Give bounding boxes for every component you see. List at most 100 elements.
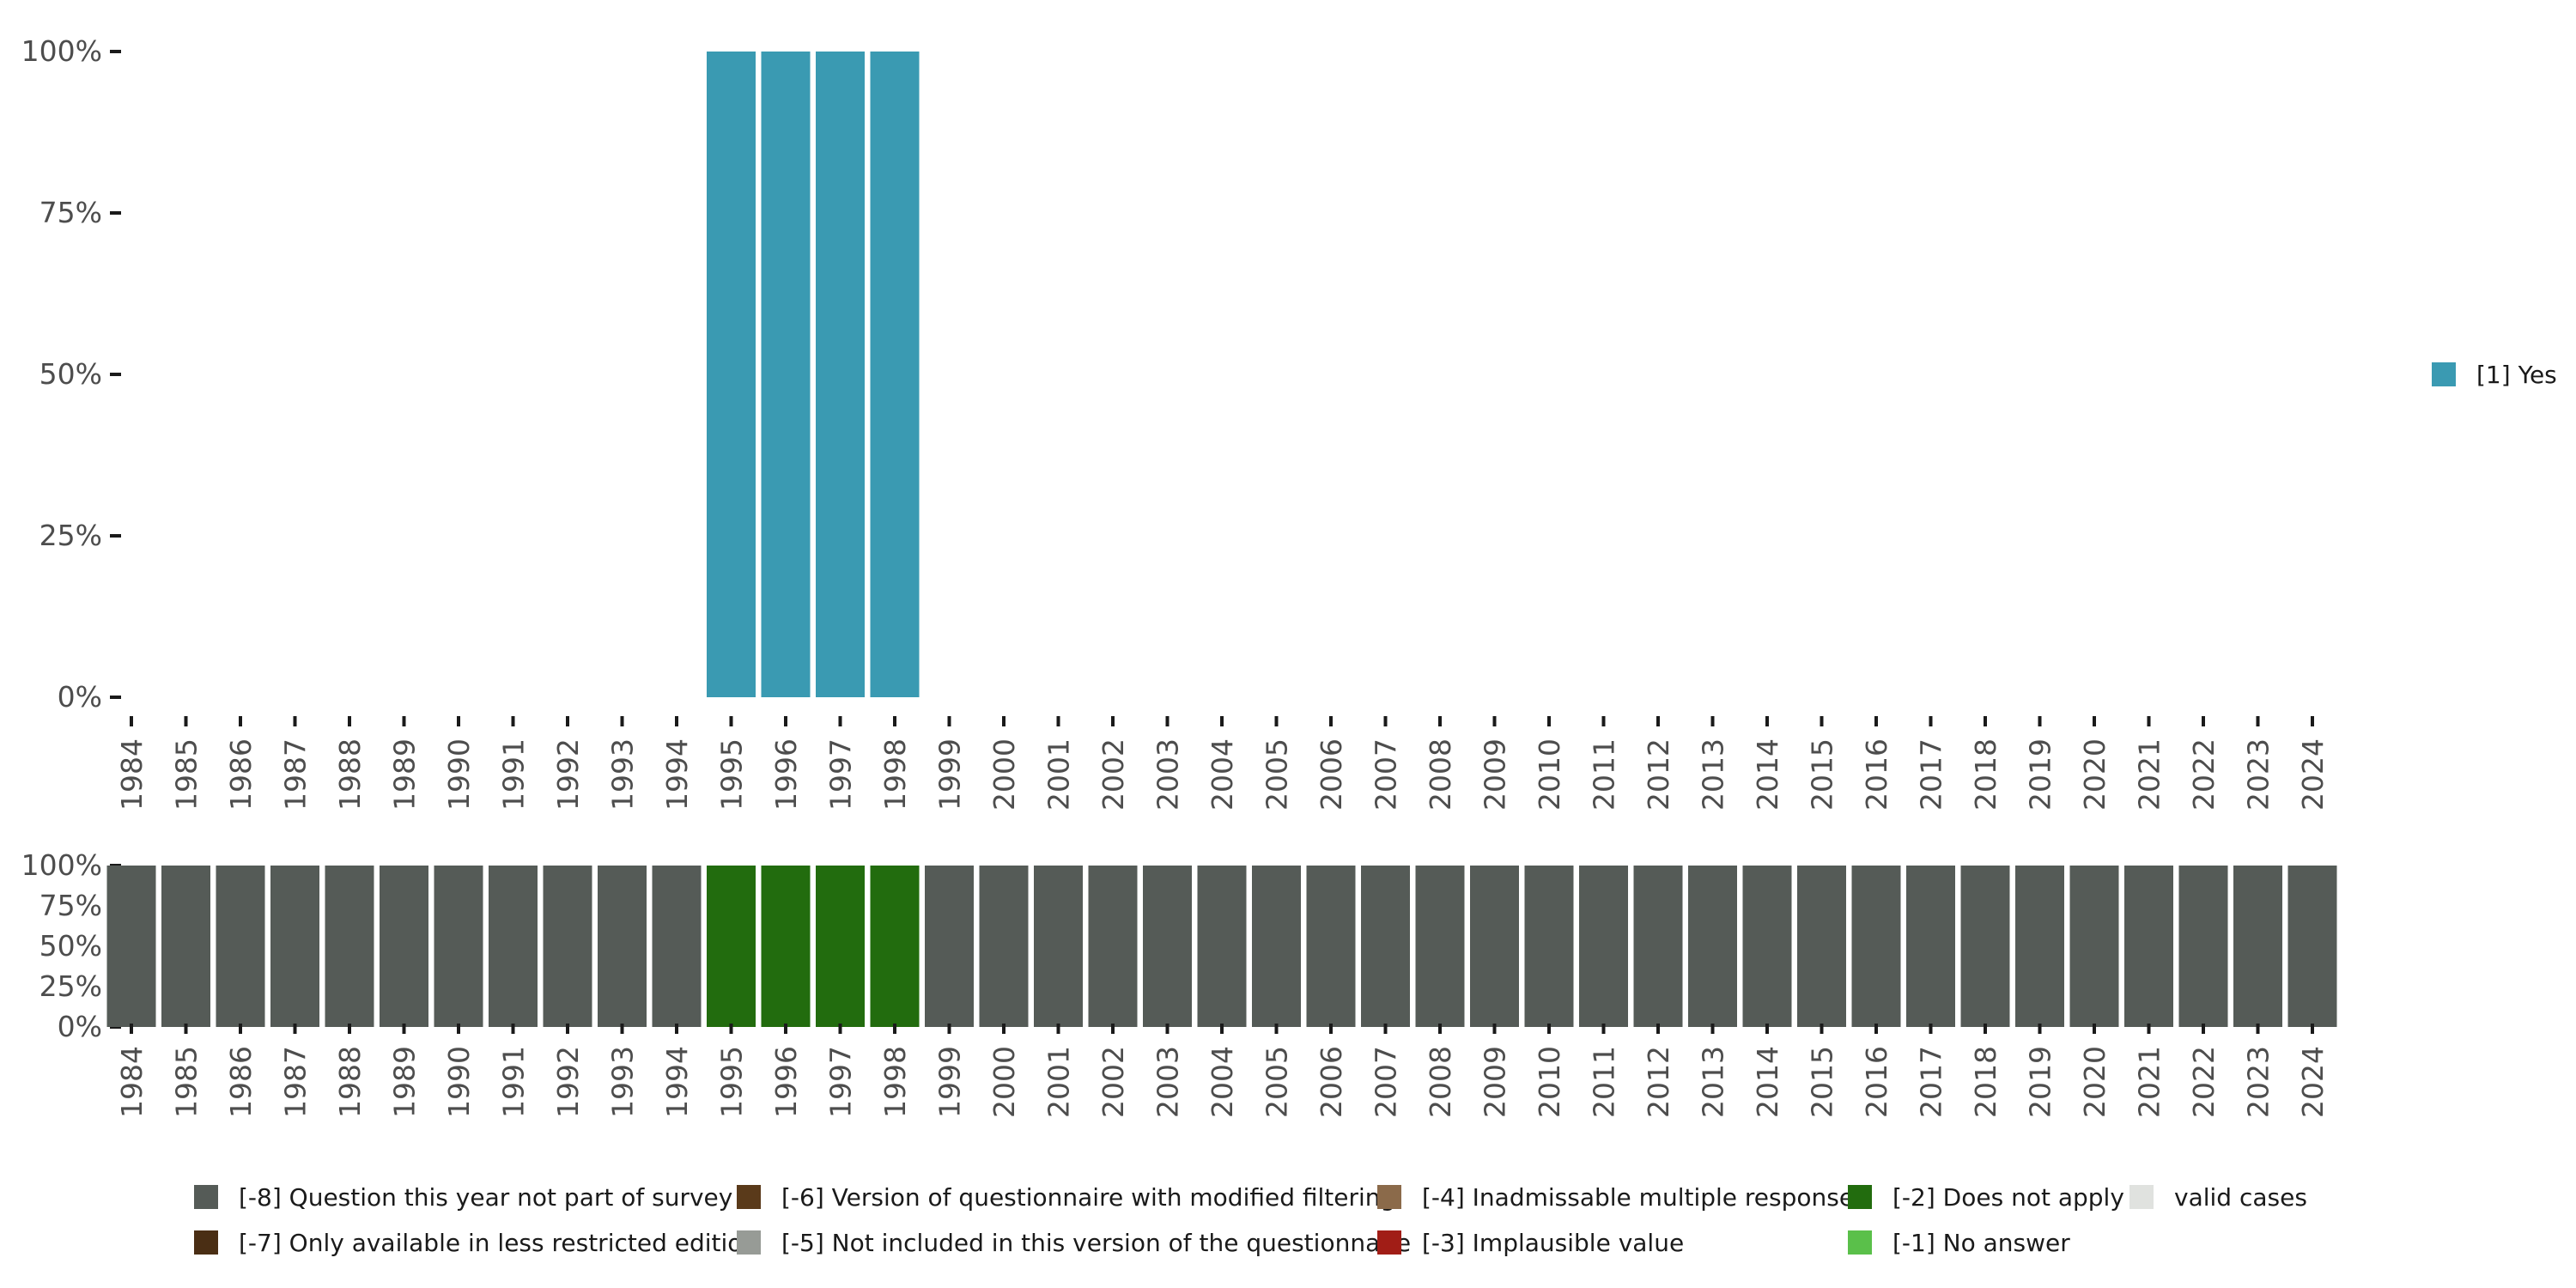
x-tick-label: 2007: [1370, 1046, 1403, 1118]
legend-label: [-7] Only available in less restricted e…: [239, 1229, 757, 1257]
x-tick-label: 2020: [2078, 1046, 2111, 1118]
legend-swatch: [1377, 1185, 1401, 1209]
bar-[-8] Question this year not part of survey-1999: [925, 866, 974, 1027]
x-tick-label: 2019: [2024, 1046, 2057, 1118]
x-tick-label: 2004: [1206, 738, 1239, 811]
x-tick-label: 1993: [606, 738, 640, 811]
x-tick-label: 2009: [1479, 738, 1512, 811]
bar-[-8] Question this year not part of survey-2017: [1906, 866, 1955, 1027]
x-tick-label: 1991: [497, 1046, 531, 1118]
x-tick-label: 2001: [1042, 1046, 1076, 1118]
bar-[-8] Question this year not part of survey-1986: [216, 866, 265, 1027]
y-tick-label-bottom: 50%: [39, 929, 102, 963]
bar-[1] Yes-1996: [761, 52, 811, 697]
x-tick-label: 2018: [1969, 738, 2002, 811]
y-tick-label: 75%: [39, 196, 102, 229]
x-tick-label: 2022: [2187, 1046, 2221, 1118]
bar-[-8] Question this year not part of survey-1984: [106, 866, 156, 1027]
x-tick-label: 2014: [1751, 738, 1784, 811]
x-tick-label: 1995: [715, 1046, 749, 1118]
x-tick-label: 2021: [2133, 738, 2166, 811]
x-tick-label: 2020: [2078, 738, 2111, 811]
bar-[-8] Question this year not part of survey-1987: [270, 866, 319, 1027]
x-tick-label: 2015: [1806, 738, 1839, 811]
x-tick-label: 1995: [715, 738, 749, 811]
bar-[-8] Question this year not part of survey-2000: [979, 866, 1029, 1027]
x-tick-label: 1989: [388, 1046, 422, 1118]
x-tick-label: 2022: [2187, 738, 2221, 811]
bar-[-8] Question this year not part of survey-2021: [2124, 866, 2173, 1027]
y-tick-label-bottom: 100%: [21, 848, 102, 882]
y-tick-label: 25%: [39, 519, 102, 552]
y-tick-label: 50%: [39, 357, 102, 391]
x-tick-label: 2011: [1588, 1046, 1621, 1118]
x-tick-label: 2013: [1697, 738, 1730, 811]
x-tick-label: 1987: [279, 738, 313, 811]
x-tick-label: 2005: [1261, 1046, 1294, 1118]
x-tick-label: 1998: [878, 738, 912, 811]
bar-[-8] Question this year not part of survey-2007: [1361, 866, 1410, 1027]
bar-[-8] Question this year not part of survey-2002: [1088, 866, 1138, 1027]
x-tick-label: 2001: [1042, 738, 1076, 811]
x-tick-label: 1987: [279, 1046, 313, 1118]
bar-[-2] Does not apply-1995: [707, 866, 756, 1027]
legend-label: [-1] No answer: [1893, 1229, 2070, 1257]
x-tick-label: 2023: [2242, 738, 2275, 811]
x-tick-label: 2021: [2133, 1046, 2166, 1118]
x-tick-label: 1994: [660, 1046, 694, 1118]
legend-swatch: [737, 1230, 761, 1255]
y-tick-label: 100%: [21, 34, 102, 68]
x-tick-label: 2011: [1588, 738, 1621, 811]
x-tick-label: 2014: [1751, 1046, 1784, 1118]
legend-swatch: [1848, 1230, 1872, 1255]
x-tick-label: 1989: [388, 738, 422, 811]
y-tick-label-bottom: 25%: [39, 969, 102, 1003]
x-tick-label: 2017: [1915, 1046, 1948, 1118]
bar-[-8] Question this year not part of survey-1993: [598, 866, 647, 1027]
y-tick-label-bottom: 0%: [58, 1010, 102, 1043]
x-tick-label: 1991: [497, 738, 531, 811]
bar-[-2] Does not apply-1998: [870, 866, 920, 1027]
y-tick-label-bottom: 75%: [39, 889, 102, 922]
bar-[-8] Question this year not part of survey-2004: [1197, 866, 1247, 1027]
legend-label: [-4] Inadmissable multiple response: [1422, 1183, 1854, 1212]
legend-label: [-2] Does not apply: [1893, 1183, 2124, 1212]
x-tick-label: 1999: [933, 738, 967, 811]
bar-[-8] Question this year not part of survey-2024: [2287, 866, 2337, 1027]
bar-[-8] Question this year not part of survey-2009: [1470, 866, 1519, 1027]
legend-label: [-6] Version of questionnaire with modif…: [781, 1183, 1395, 1212]
bar-[-8] Question this year not part of survey-2011: [1579, 866, 1628, 1027]
x-tick-label: 2013: [1697, 1046, 1730, 1118]
top-chart: 0% 25% 50% 75% 100% 1984 1985 1986 1987 1988 1989 1…: [21, 34, 2330, 811]
bar-[-8] Question this year not part of survey-2018: [1960, 866, 2010, 1027]
x-tick-label: 2019: [2024, 738, 2057, 811]
x-tick-label: 1986: [224, 738, 258, 811]
bottom-legend: [-8] Question this year not part of surv…: [194, 1183, 2307, 1257]
x-tick-label: 1988: [333, 738, 367, 811]
bar-[-8] Question this year not part of survey-2015: [1797, 866, 1846, 1027]
x-tick-label: 1988: [333, 1046, 367, 1118]
x-tick-label: 2018: [1969, 1046, 2002, 1118]
x-tick-label: 2003: [1151, 738, 1185, 811]
bar-[-8] Question this year not part of survey-2020: [2069, 866, 2119, 1027]
legend-swatch: [1848, 1185, 1872, 1209]
bar-[-8] Question this year not part of survey-1991: [489, 866, 538, 1027]
x-tick-label: 2016: [1860, 1046, 1893, 1118]
x-tick-label: 1986: [224, 1046, 258, 1118]
bar-[-8] Question this year not part of survey-2022: [2178, 866, 2228, 1027]
x-tick-label: 1992: [551, 1046, 585, 1118]
x-tick-label: 1993: [606, 1046, 640, 1118]
legend-swatch: [2432, 362, 2456, 386]
y-tick-label: 0%: [58, 680, 102, 714]
bar-[-8] Question this year not part of survey-2001: [1034, 866, 1083, 1027]
x-tick-label: 1985: [170, 1046, 204, 1118]
x-tick-label: 1997: [824, 1046, 858, 1118]
x-tick-label: 2008: [1424, 1046, 1457, 1118]
x-tick-label: 1999: [933, 1046, 967, 1118]
bar-[-8] Question this year not part of survey-2005: [1252, 866, 1301, 1027]
x-tick-label: 2012: [1642, 1046, 1675, 1118]
bar-[-8] Question this year not part of survey-2013: [1688, 866, 1737, 1027]
x-tick-label: 1985: [170, 738, 204, 811]
x-tick-label: 1990: [442, 1046, 476, 1118]
